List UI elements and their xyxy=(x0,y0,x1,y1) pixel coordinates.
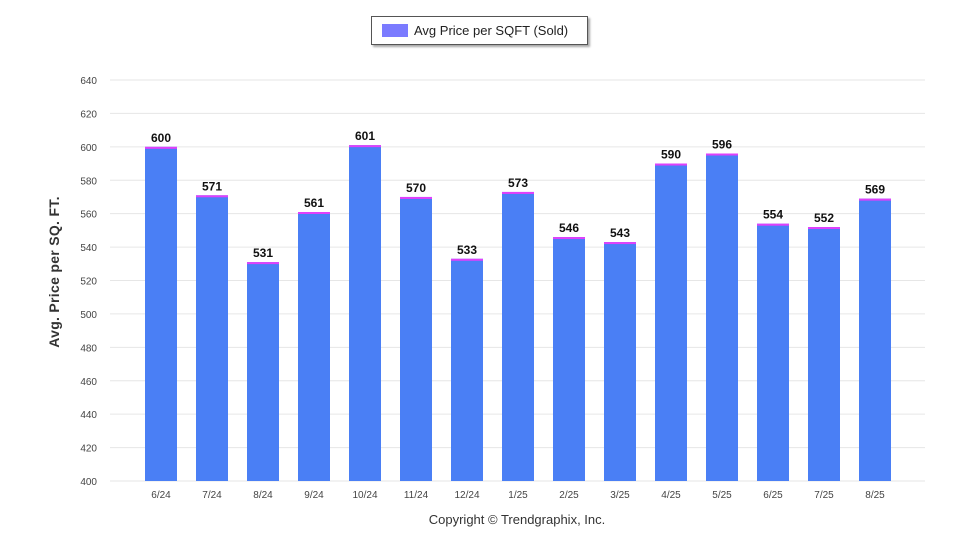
bars xyxy=(145,145,891,482)
data-label: 596 xyxy=(712,138,732,152)
bar-top-edge xyxy=(808,227,840,230)
bar-top-edge xyxy=(757,223,789,226)
legend: Avg Price per SQFT (Sold) xyxy=(371,16,588,45)
bar xyxy=(247,262,279,481)
x-tick-label: 3/25 xyxy=(610,490,630,501)
x-tick-label: 11/24 xyxy=(404,490,429,501)
y-axis-ticks: 400 420 440 460 480 500 520 540 560 580 600 620 640 xyxy=(80,76,97,488)
data-label: 571 xyxy=(202,179,222,193)
y-tick-label: 580 xyxy=(80,176,97,187)
y-tick-label: 480 xyxy=(80,343,97,354)
data-labels: 600 571 531 561 601 570 533 573 546 543 590 596 554 5… xyxy=(151,129,885,260)
bar xyxy=(604,242,636,481)
x-tick-label: 7/25 xyxy=(814,490,834,501)
bar-top-edge xyxy=(553,237,585,240)
bar xyxy=(400,196,432,482)
bar xyxy=(196,195,228,481)
y-tick-label: 420 xyxy=(80,444,97,455)
y-tick-label: 460 xyxy=(80,377,97,388)
bar-top-edge xyxy=(451,258,483,261)
x-tick-label: 10/24 xyxy=(352,490,377,501)
data-label: 600 xyxy=(151,131,171,145)
data-label: 601 xyxy=(355,129,375,143)
data-label: 573 xyxy=(508,176,528,190)
bar xyxy=(706,153,738,481)
bar-top-edge xyxy=(502,191,534,194)
x-tick-label: 5/25 xyxy=(712,490,732,501)
y-tick-label: 620 xyxy=(80,109,97,120)
data-label: 570 xyxy=(406,181,426,195)
y-tick-label: 560 xyxy=(80,210,97,221)
data-label: 533 xyxy=(457,243,477,257)
data-label: 561 xyxy=(304,196,324,210)
bar-top-edge xyxy=(859,198,891,201)
bar xyxy=(553,237,585,481)
bar xyxy=(502,191,534,481)
y-tick-label: 600 xyxy=(80,143,97,154)
x-tick-label: 12/24 xyxy=(454,490,479,501)
bar xyxy=(451,258,483,481)
copyright-text: Copyright © Trendgraphix, Inc. xyxy=(428,512,606,527)
x-tick-label: 4/25 xyxy=(661,490,681,501)
legend-label: Avg Price per SQFT (Sold) xyxy=(414,23,569,38)
data-label: 569 xyxy=(865,183,885,197)
y-axis-label: Avg. Price per SQ. FT. xyxy=(46,196,62,348)
bar xyxy=(298,211,330,481)
bar xyxy=(757,223,789,482)
x-tick-label: 2/25 xyxy=(559,490,579,501)
bar-top-edge xyxy=(349,145,381,148)
bar-top-edge xyxy=(604,242,636,245)
data-label: 531 xyxy=(253,246,273,260)
bar xyxy=(145,146,177,482)
y-tick-label: 440 xyxy=(80,410,97,421)
data-label: 590 xyxy=(661,148,681,162)
data-label: 554 xyxy=(763,208,783,222)
data-label: 552 xyxy=(814,211,834,225)
x-tick-label: 8/25 xyxy=(865,490,885,501)
data-label: 546 xyxy=(559,221,579,235)
bar xyxy=(808,227,840,481)
y-tick-label: 500 xyxy=(80,310,97,321)
y-tick-label: 540 xyxy=(80,243,97,254)
bar xyxy=(859,198,891,482)
bar-top-edge xyxy=(400,196,432,199)
legend-swatch xyxy=(382,24,408,37)
x-tick-label: 6/24 xyxy=(151,490,171,501)
bar-top-edge xyxy=(655,163,687,166)
bar-top-edge xyxy=(706,153,738,156)
x-tick-label: 9/24 xyxy=(304,490,324,501)
y-tick-label: 640 xyxy=(80,76,97,87)
y-tick-label: 520 xyxy=(80,277,97,288)
x-tick-label: 7/24 xyxy=(202,490,222,501)
x-axis-ticks: 6/24 7/24 8/24 9/24 10/24 11/24 12/24 1/25 2/25 3… xyxy=(151,490,885,501)
bar-top-edge xyxy=(145,146,177,149)
y-tick-label: 400 xyxy=(80,477,97,488)
bar xyxy=(349,145,381,481)
bar-top-edge xyxy=(298,211,330,214)
x-tick-label: 1/25 xyxy=(508,490,528,501)
data-label: 543 xyxy=(610,226,630,240)
bar-top-edge xyxy=(247,262,279,265)
bar xyxy=(655,163,687,481)
x-tick-label: 8/24 xyxy=(253,490,273,501)
x-tick-label: 6/25 xyxy=(763,490,783,501)
bar-top-edge xyxy=(196,195,228,198)
